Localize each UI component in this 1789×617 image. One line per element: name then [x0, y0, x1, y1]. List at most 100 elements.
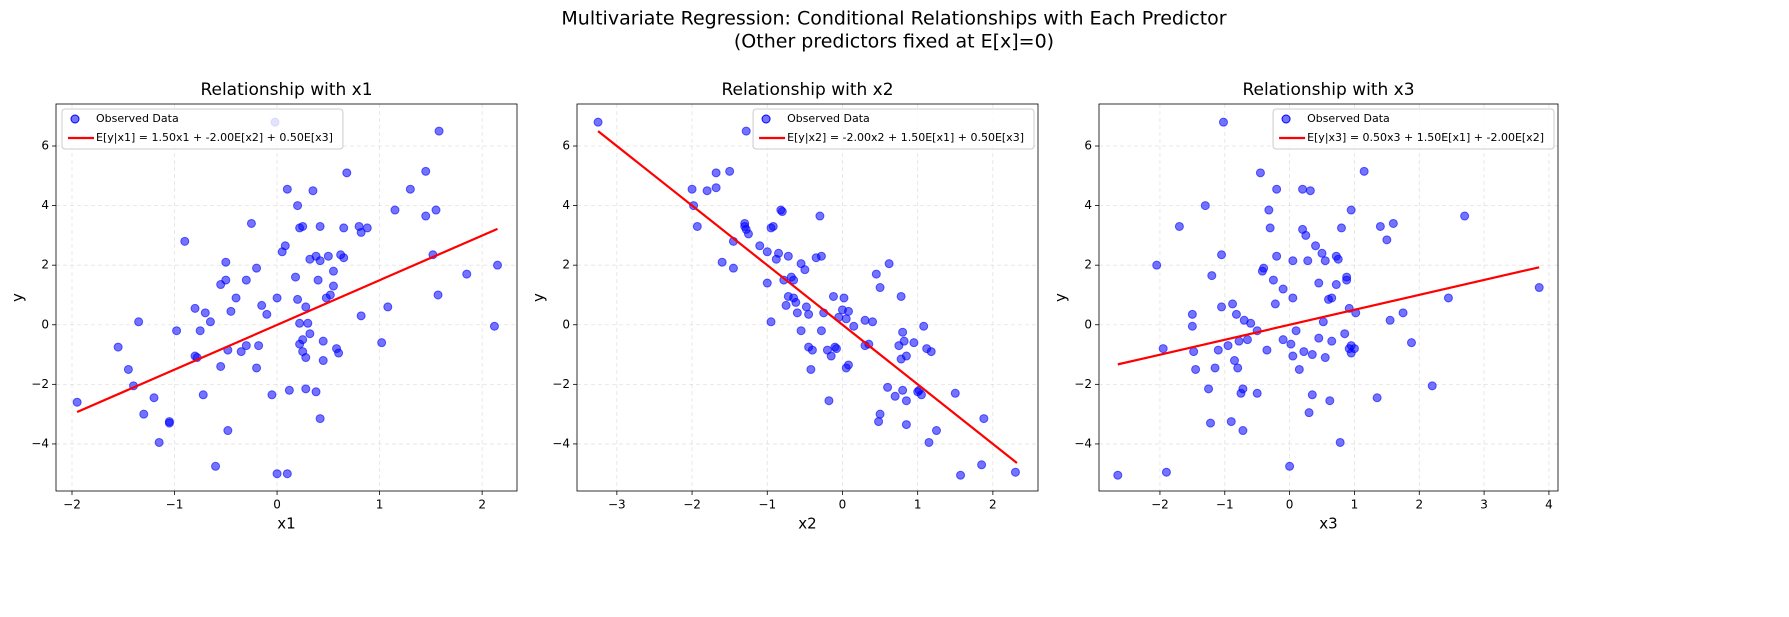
data-point [1299, 347, 1309, 357]
data-point [1264, 205, 1274, 215]
data-point [1301, 230, 1311, 240]
data-point [1278, 284, 1288, 294]
data-point [339, 253, 349, 263]
data-point [318, 336, 328, 346]
data-point [792, 308, 802, 318]
data-point [1340, 329, 1350, 339]
data-point [308, 186, 318, 196]
data-point [123, 364, 133, 374]
legend: Observed Data E[y|x2] = -2.00x2 + 1.50E[x… [752, 108, 1035, 150]
data-point [849, 321, 859, 331]
data-point [272, 293, 282, 303]
regression-line [76, 227, 498, 414]
data-point [687, 184, 697, 194]
data-point [1259, 263, 1269, 273]
data-point [221, 275, 231, 285]
y-tick-label: 2 [41, 258, 49, 272]
data-point [875, 283, 885, 293]
data-point [1206, 418, 1216, 428]
y-tick-label: 2 [1084, 258, 1092, 272]
x-tick-label: −2 [1151, 498, 1169, 512]
data-point [1231, 309, 1241, 319]
data-point [766, 317, 776, 327]
data-point [1388, 218, 1398, 228]
data-point [1010, 467, 1020, 477]
legend-box [1272, 108, 1555, 150]
x-tick-label: 1 [1351, 498, 1359, 512]
data-point [200, 308, 210, 318]
data-point [919, 321, 929, 331]
data-point [493, 260, 503, 270]
data-point [824, 396, 834, 406]
data-point [1207, 271, 1217, 281]
data-point [1325, 396, 1335, 406]
data-point [246, 218, 256, 228]
data-point [1252, 388, 1262, 398]
legend-label: Observed Data [1307, 112, 1390, 125]
data-point [301, 353, 311, 363]
data-point [841, 314, 851, 324]
data-point [1161, 467, 1171, 477]
x-tick-label: 4 [1545, 498, 1553, 512]
data-point [1427, 381, 1437, 391]
data-point [783, 251, 793, 261]
data-point [190, 303, 200, 313]
data-point [421, 211, 431, 221]
data-point [883, 382, 893, 392]
y-tick-label: 0 [41, 317, 49, 331]
data-point [305, 329, 315, 339]
data-point [284, 385, 294, 395]
data-point [950, 388, 960, 398]
data-point [1331, 280, 1341, 290]
data-point [901, 351, 911, 361]
data-point [1534, 283, 1544, 293]
data-point [909, 338, 919, 348]
data-point [839, 293, 849, 303]
data-point [433, 290, 443, 300]
data-point [1398, 308, 1408, 318]
data-point [462, 269, 472, 279]
x-tick-label: −1 [1216, 498, 1234, 512]
data-point [325, 290, 335, 300]
data-point [1217, 302, 1227, 312]
data-point [1318, 317, 1328, 327]
figure-subtitle: (Other predictors fixed at E[x]=0) [734, 31, 1054, 53]
data-point [1320, 353, 1330, 363]
data-point [1305, 186, 1315, 196]
data-point [198, 390, 208, 400]
data-point [916, 390, 926, 400]
data-point [280, 241, 290, 251]
data-point [339, 223, 349, 233]
legend-marker [70, 114, 80, 124]
y-tick-label: −2 [552, 377, 570, 391]
y-tick-label: 0 [1084, 317, 1092, 331]
data-point [328, 281, 338, 291]
data-point [743, 229, 753, 239]
data-point [272, 469, 282, 479]
data-point [383, 302, 393, 312]
x-tick-label: −2 [63, 498, 81, 512]
plot-area [72, 117, 503, 479]
data-point [282, 469, 292, 479]
axes-frame [576, 103, 1039, 492]
data-point [254, 341, 264, 351]
data-point [1291, 326, 1301, 336]
data-point [1333, 254, 1343, 264]
legend-marker [761, 114, 771, 124]
data-point [1270, 299, 1280, 309]
data-point [293, 201, 303, 211]
data-point [806, 364, 816, 374]
data-point [356, 311, 366, 321]
x-tick-label: −1 [166, 498, 184, 512]
data-point [1272, 184, 1282, 194]
data-point [1242, 335, 1252, 345]
data-point [1210, 363, 1220, 373]
data-point [898, 327, 908, 337]
data-point [1288, 256, 1298, 266]
data-point [843, 306, 853, 316]
data-point [241, 341, 251, 351]
data-point [1314, 333, 1324, 343]
data-point [898, 385, 908, 395]
data-point [1335, 437, 1345, 447]
data-point [318, 356, 328, 366]
